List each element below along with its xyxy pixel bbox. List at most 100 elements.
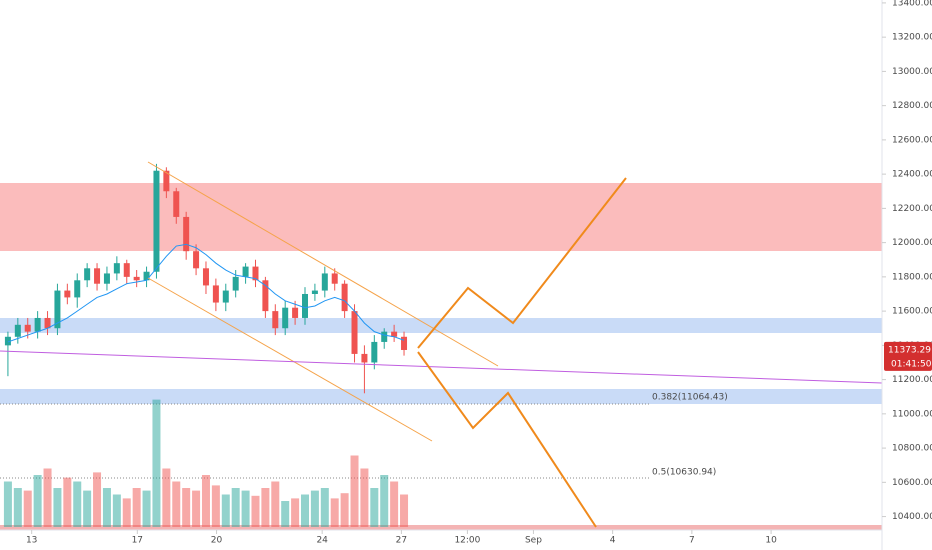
candle-body [163, 170, 170, 192]
volume-bar [162, 468, 171, 527]
candle-body [391, 331, 398, 337]
x-tick-label: 13 [26, 536, 37, 546]
volume-bar [390, 481, 399, 527]
volume-bar [291, 498, 300, 527]
volume-bar [320, 488, 329, 527]
y-tick-label: 10400.00 [892, 512, 932, 522]
y-tick-label: 12400.00 [892, 170, 932, 180]
candle-body [212, 285, 219, 303]
x-tick-label: 27 [396, 536, 407, 546]
candle-body [262, 280, 269, 312]
candle-body [361, 353, 368, 363]
volume-bar [310, 490, 319, 527]
volume-bar [182, 488, 191, 527]
candle-body [401, 336, 408, 350]
candle-body [123, 263, 130, 277]
volume-bar [380, 475, 389, 527]
support-zone [0, 318, 882, 333]
price-label-box [884, 341, 932, 371]
volume-bar [83, 490, 92, 527]
support-zone [0, 389, 882, 404]
volume-bar [43, 468, 52, 527]
volume-bar [201, 475, 210, 527]
volume-bar [53, 488, 62, 527]
y-tick-label: 12200.00 [892, 204, 932, 214]
volume-bar [93, 472, 102, 527]
candle-body [54, 290, 61, 329]
candle-body [113, 263, 120, 274]
x-tick-label: 7 [689, 536, 695, 546]
x-tick-label: Sep [525, 536, 542, 546]
volume-bar [241, 490, 250, 527]
candle-body [331, 273, 338, 284]
y-tick-label: 10600.00 [892, 478, 932, 488]
candle-body [381, 331, 388, 342]
channel-line [147, 277, 433, 442]
y-tick-label: 12600.00 [892, 135, 932, 145]
y-tick-label: 11600.00 [892, 307, 932, 317]
moving-average [7, 243, 405, 343]
volume-bar [271, 481, 280, 527]
volume-bar [142, 490, 151, 527]
volume-bar [231, 488, 240, 527]
y-tick-label: 13000.00 [892, 67, 932, 77]
candle-body [74, 280, 81, 298]
fib-label: 0.5(10630.94) [652, 468, 716, 478]
candle-body [153, 170, 160, 272]
y-tick-label: 10800.00 [892, 444, 932, 454]
volume-bar [73, 481, 82, 527]
projection-down [417, 351, 597, 528]
projection-up [417, 177, 627, 349]
volume-bar [63, 477, 72, 527]
candle-body [242, 266, 249, 277]
volume-bar [281, 501, 290, 527]
countdown: 01:41:50 [891, 359, 932, 369]
candle-body [94, 268, 101, 284]
y-tick-label: 12800.00 [892, 101, 932, 111]
candle-body [311, 290, 318, 294]
x-tick-label: 20 [211, 536, 223, 546]
volume-bar [192, 490, 201, 527]
y-tick-label: 11800.00 [892, 272, 932, 282]
volume-bar [172, 481, 181, 527]
candle-body [341, 283, 348, 312]
y-tick-label: 13200.00 [892, 33, 932, 43]
y-tick-label: 12000.00 [892, 238, 932, 248]
candle-body [173, 191, 180, 217]
volume-bar [23, 490, 32, 527]
fib-label: 0.382(11064.43) [652, 393, 728, 403]
candle-body [193, 251, 200, 269]
volume-bar [301, 494, 310, 527]
candle-body [321, 273, 328, 291]
volume-bar [122, 498, 131, 527]
candle-body [183, 216, 190, 252]
volume-bar [152, 399, 161, 527]
volume-bar [3, 481, 12, 527]
candle-body [24, 324, 31, 332]
y-tick-label: 11000.00 [892, 409, 932, 419]
volume-bar [132, 488, 141, 527]
volume-bar [400, 494, 409, 527]
price-label: 11373.29 [888, 345, 931, 355]
volume-bar [370, 488, 379, 527]
volume-bar [360, 468, 369, 527]
candle-body [103, 273, 110, 284]
volume-bar [112, 494, 121, 527]
volume-bar [13, 488, 22, 527]
candle-body [292, 307, 299, 318]
candle-body [232, 276, 239, 291]
x-tick-label: 10 [765, 536, 777, 546]
x-tick-label: 12:00 [454, 536, 480, 546]
candle-body [4, 336, 11, 346]
y-tick-label: 13400.00 [892, 0, 932, 8]
volume-bar [350, 455, 359, 527]
candle-body [44, 317, 51, 329]
x-tick-label: 24 [316, 536, 328, 546]
x-tick-label: 4 [610, 536, 616, 546]
candle-body [64, 290, 71, 298]
candle-body [272, 311, 279, 329]
volume-bar [261, 488, 270, 527]
volume-bar [330, 498, 339, 527]
